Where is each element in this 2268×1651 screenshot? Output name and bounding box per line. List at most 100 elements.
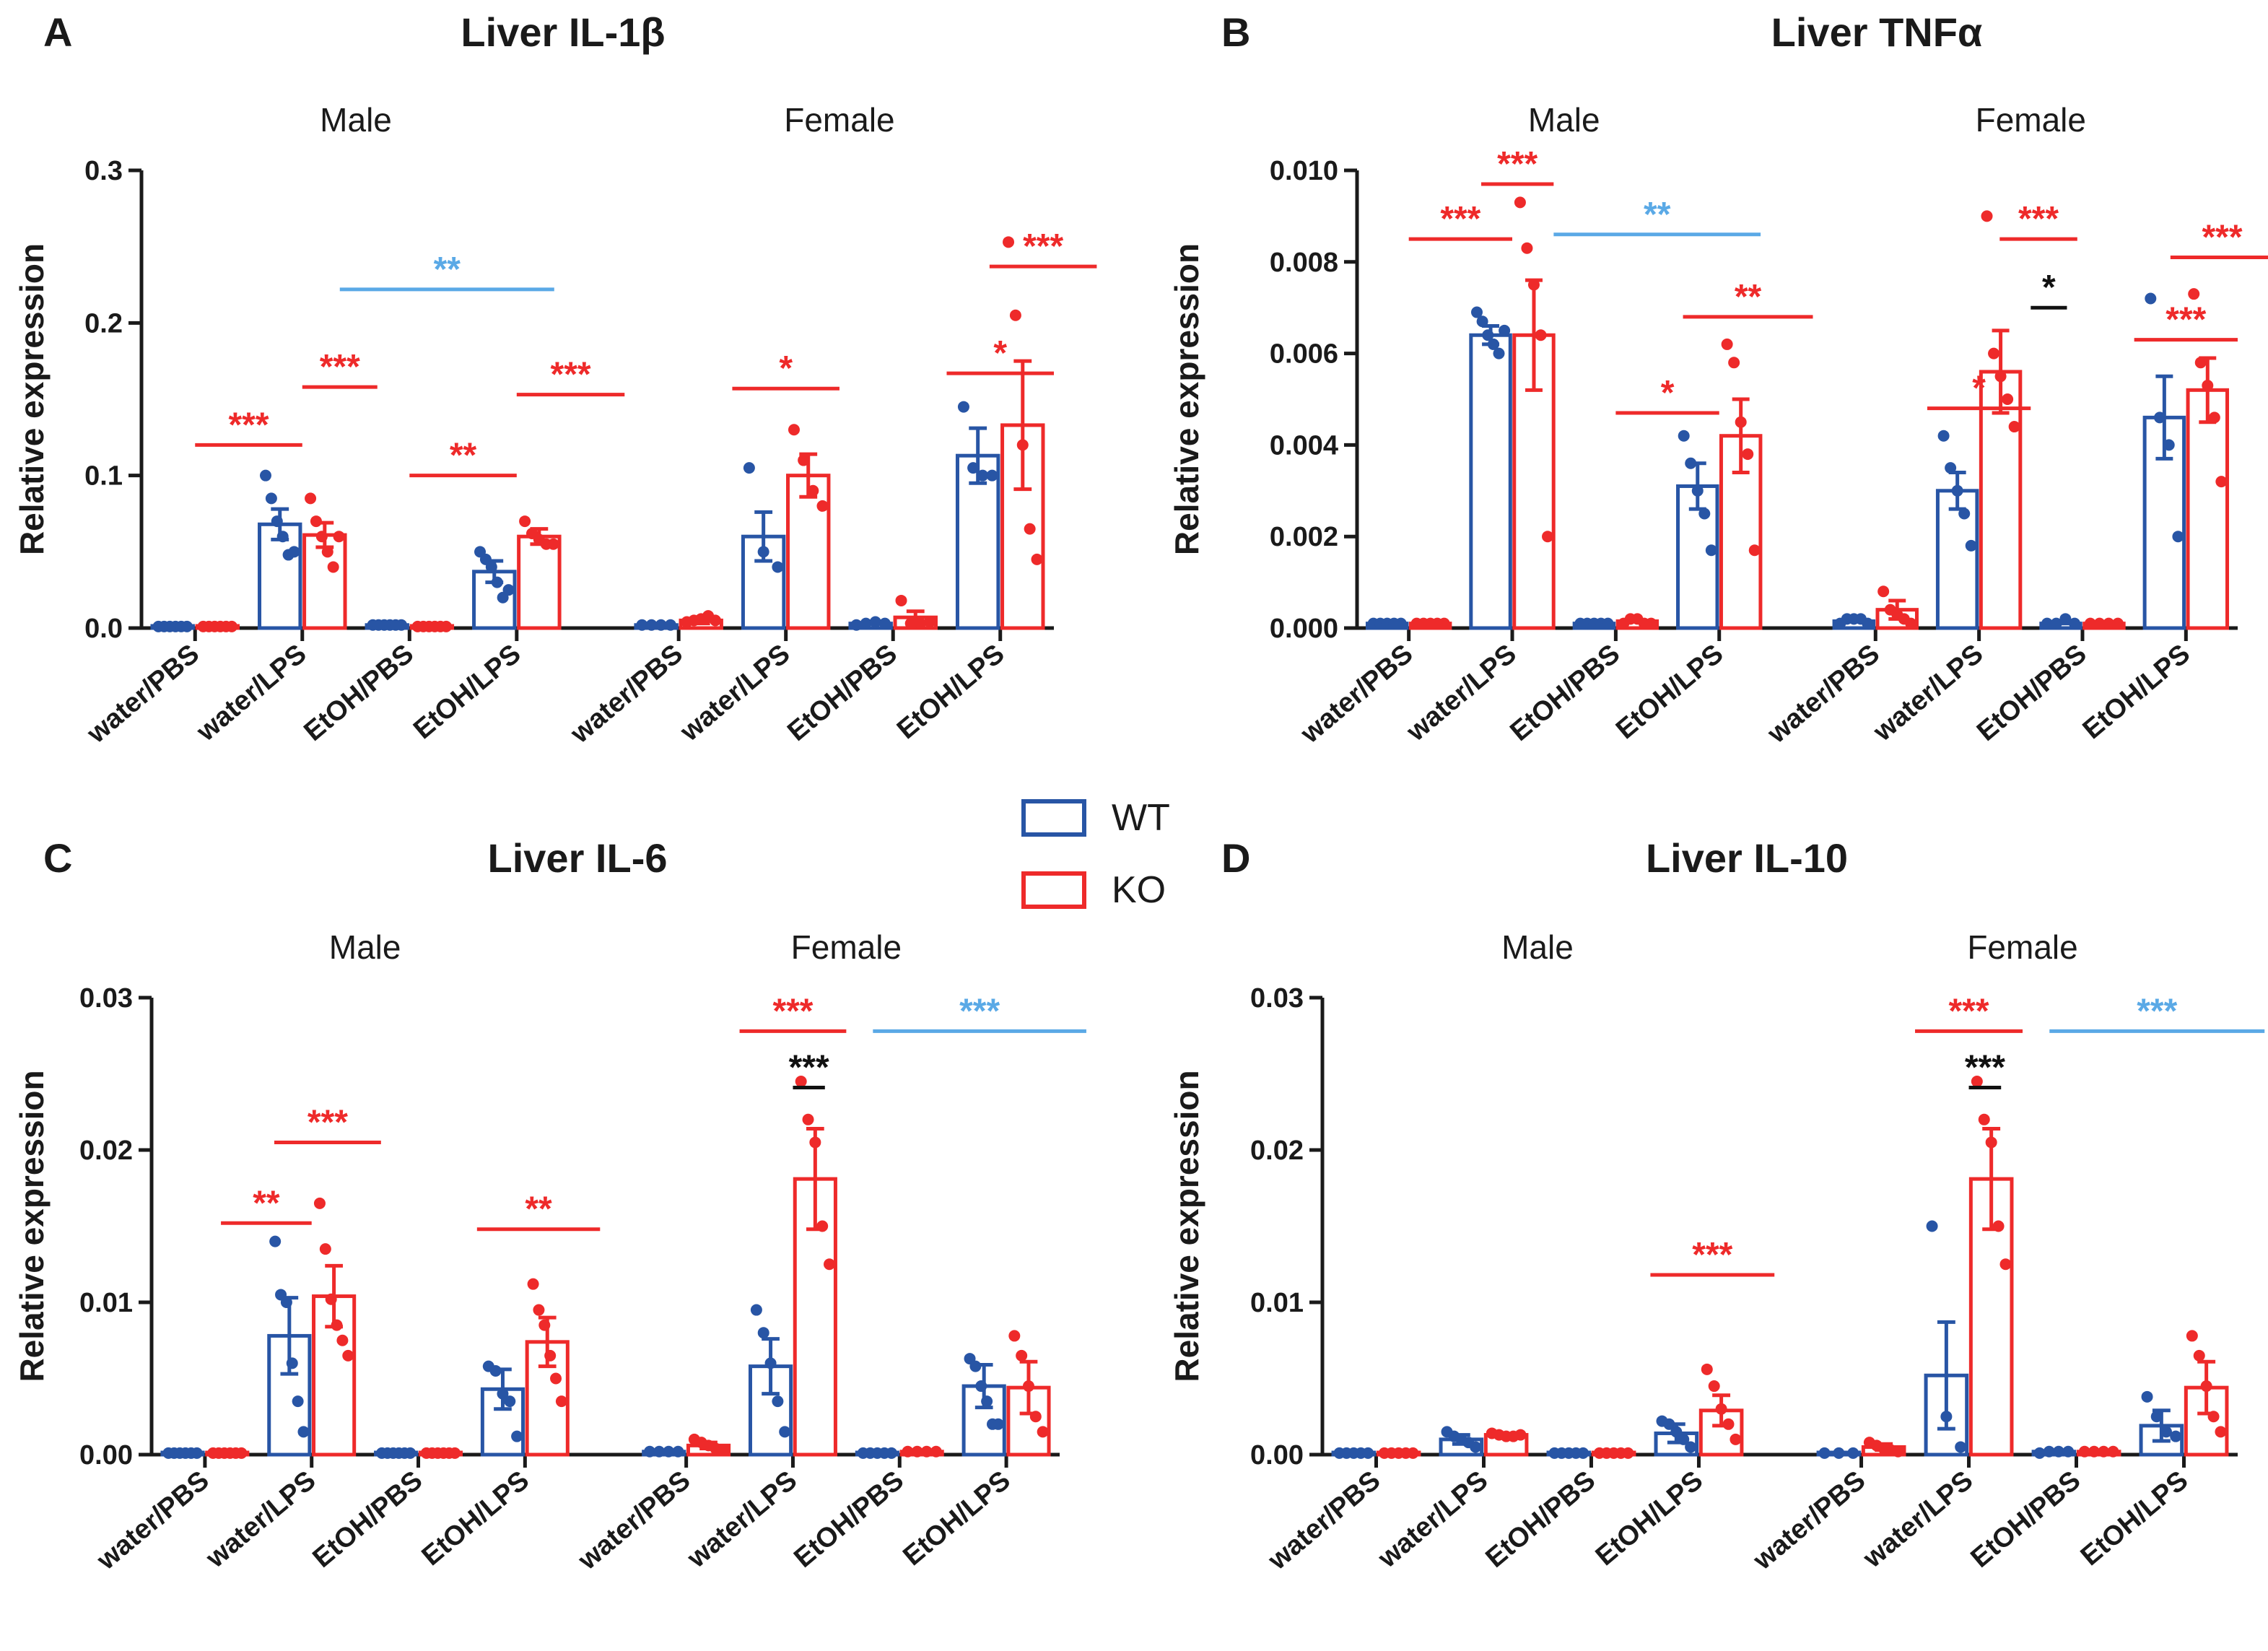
data-point-ko	[924, 616, 936, 628]
significance-label: ***	[1692, 1236, 1732, 1274]
y-tick-label: 0.00	[1250, 1440, 1304, 1471]
data-point-wt	[489, 1364, 502, 1377]
significance-label: ***	[1023, 227, 1063, 266]
data-point-wt	[757, 1327, 769, 1339]
data-point-wt	[672, 1445, 684, 1458]
data-point-wt	[743, 462, 755, 474]
data-point-ko	[1009, 309, 1021, 321]
y-tick-label: 0.006	[1270, 339, 1338, 370]
legend: WT KO	[1021, 797, 1170, 911]
significance-label: ***	[228, 406, 269, 444]
data-point-ko	[1438, 617, 1450, 630]
data-point-wt	[2172, 531, 2184, 543]
bar-wt	[1469, 333, 1512, 630]
data-point-wt	[280, 1297, 292, 1308]
data-point-ko	[449, 1447, 461, 1459]
significance-label: **	[434, 251, 461, 289]
data-point-wt	[1818, 1447, 1831, 1459]
data-point-wt	[772, 1395, 784, 1408]
category-label: water/PBS	[572, 1465, 697, 1577]
category-label: EtOH/LPS	[1610, 639, 1729, 746]
category-label: EtOH/LPS	[897, 1465, 1016, 1572]
data-point-ko	[2078, 1445, 2090, 1458]
data-point-ko	[1742, 448, 1754, 461]
data-point-ko	[920, 1445, 933, 1458]
y-tick-label: 0.03	[79, 983, 133, 1014]
y-tick-label: 0.00	[79, 1440, 133, 1471]
data-point-ko	[519, 515, 531, 528]
data-point-ko	[1730, 1433, 1742, 1445]
data-point-ko	[914, 617, 926, 630]
data-point-wt	[860, 617, 872, 630]
group-label: Male	[1528, 101, 1600, 139]
significance-label: *	[1972, 370, 1986, 408]
significance-label: ***	[1440, 200, 1480, 238]
data-point-wt	[986, 469, 998, 482]
data-point-ko	[1645, 617, 1657, 630]
data-point-ko	[1992, 1220, 2005, 1232]
data-point-wt	[292, 1395, 304, 1408]
data-point-wt	[981, 1395, 993, 1408]
data-point-wt	[2145, 292, 2157, 305]
category-label: EtOH/PBS	[782, 639, 903, 747]
data-point-ko	[1708, 1380, 1720, 1393]
data-point-ko	[313, 1197, 326, 1209]
data-point-ko	[2202, 379, 2214, 391]
y-tick-label: 0.000	[1270, 614, 1338, 644]
data-point-ko	[816, 1220, 829, 1232]
significance-label: ***	[789, 1048, 829, 1086]
data-point-wt	[502, 584, 515, 596]
panel-letter: C	[43, 835, 72, 881]
y-axis-label: Relative expression	[1168, 1070, 1205, 1382]
category-label: EtOH/LPS	[416, 1465, 535, 1572]
panel-title: Liver IL-6	[488, 835, 668, 881]
data-point-ko	[2200, 1380, 2212, 1393]
data-point-wt	[497, 1388, 509, 1400]
data-point-ko	[331, 1319, 343, 1331]
data-point-ko	[2008, 421, 2020, 433]
data-point-wt	[504, 1395, 516, 1408]
data-point-wt	[1698, 508, 1711, 520]
data-point-wt	[957, 401, 969, 413]
data-point-ko	[2093, 617, 2106, 630]
data-point-wt	[1476, 315, 1488, 328]
data-point-wt	[2141, 1390, 2153, 1403]
data-point-wt	[1940, 1411, 1953, 1423]
data-point-ko	[2103, 617, 2115, 630]
panel-letter: B	[1221, 9, 1250, 55]
y-tick-label: 0.002	[1270, 522, 1338, 552]
data-point-wt	[271, 515, 283, 528]
significance-label: *	[2042, 269, 2056, 307]
category-label: water/LPS	[1857, 1465, 1979, 1574]
data-point-wt	[779, 1426, 791, 1438]
data-point-ko	[2207, 1411, 2220, 1423]
data-point-wt	[288, 546, 300, 558]
panel-c: C Liver IL-6 Male Female 0.00 0.01 0.02 0.03 Rel…	[13, 835, 1086, 1576]
significance-label: ***	[2137, 992, 2177, 1030]
panel-letter: D	[1221, 835, 1250, 881]
data-point-ko	[305, 492, 317, 505]
data-point-ko	[1735, 416, 1747, 428]
group-label: Male	[320, 101, 392, 139]
panel-a: A Liver IL-1β Male Female 0.0 0.1 0.2 0.3 Relati…	[13, 9, 1097, 750]
data-point-wt	[1482, 329, 1494, 341]
data-point-ko	[895, 594, 907, 606]
panel-b: B Liver TNFα Male Female 0.000 0.002 0.004 0.00…	[1168, 9, 2268, 749]
significance-label: *	[993, 334, 1007, 373]
data-point-wt	[1470, 1441, 1482, 1453]
data-point-ko	[1521, 242, 1533, 254]
data-point-wt	[2043, 1445, 2055, 1458]
data-point-ko	[336, 1334, 349, 1346]
category-label: water/PBS	[81, 639, 205, 750]
data-point-wt	[1965, 539, 1977, 552]
data-point-ko	[2215, 476, 2228, 488]
data-point-ko	[1016, 439, 1029, 451]
data-point-ko	[902, 1445, 914, 1458]
panel-title: Liver IL-1β	[461, 9, 665, 55]
significance-label: ***	[2018, 200, 2059, 238]
group-label: Female	[791, 928, 902, 966]
data-point-wt	[1951, 484, 1963, 497]
data-point-ko	[538, 1319, 551, 1331]
panel-d: D Liver IL-10 Male Female 0.00 0.01 0.02 0.03 Re…	[1168, 835, 2265, 1576]
data-point-wt	[1958, 508, 1971, 520]
